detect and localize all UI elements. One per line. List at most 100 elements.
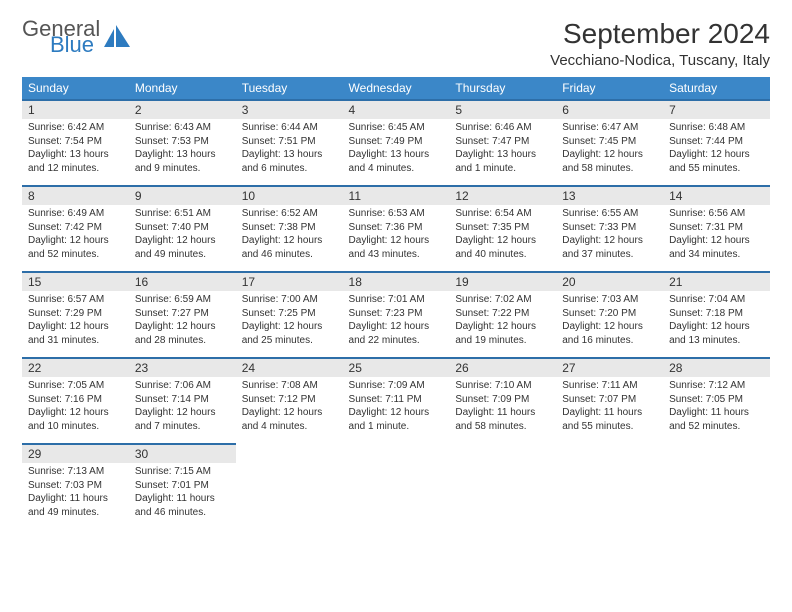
- day-sunset: Sunset: 7:54 PM: [28, 135, 123, 149]
- day-sunset: Sunset: 7:45 PM: [562, 135, 657, 149]
- day-d1: Daylight: 12 hours: [135, 234, 230, 248]
- day-sunset: Sunset: 7:31 PM: [669, 221, 764, 235]
- calendar-week: 29Sunrise: 7:13 AMSunset: 7:03 PMDayligh…: [22, 443, 770, 529]
- day-d2: and 37 minutes.: [562, 248, 657, 262]
- day-number: 22: [22, 357, 129, 377]
- day-number: 13: [556, 185, 663, 205]
- day-number: 28: [663, 357, 770, 377]
- calendar-cell: 7Sunrise: 6:48 AMSunset: 7:44 PMDaylight…: [663, 99, 770, 185]
- day-d1: Daylight: 12 hours: [669, 320, 764, 334]
- day-d2: and 55 minutes.: [669, 162, 764, 176]
- day-d1: Daylight: 11 hours: [669, 406, 764, 420]
- day-d2: and 22 minutes.: [349, 334, 444, 348]
- header: General Blue September 2024 Vecchiano-No…: [22, 18, 770, 69]
- day-details: Sunrise: 6:44 AMSunset: 7:51 PMDaylight:…: [236, 121, 343, 179]
- calendar-cell: 14Sunrise: 6:56 AMSunset: 7:31 PMDayligh…: [663, 185, 770, 271]
- calendar-cell: 11Sunrise: 6:53 AMSunset: 7:36 PMDayligh…: [343, 185, 450, 271]
- day-number: 1: [22, 99, 129, 119]
- calendar-cell: 22Sunrise: 7:05 AMSunset: 7:16 PMDayligh…: [22, 357, 129, 443]
- day-d1: Daylight: 12 hours: [455, 320, 550, 334]
- day-sunrise: Sunrise: 7:06 AM: [135, 379, 230, 393]
- day-d2: and 46 minutes.: [242, 248, 337, 262]
- day-number: 17: [236, 271, 343, 291]
- day-d2: and 25 minutes.: [242, 334, 337, 348]
- day-sunset: Sunset: 7:29 PM: [28, 307, 123, 321]
- day-sunrise: Sunrise: 6:57 AM: [28, 293, 123, 307]
- day-d2: and 4 minutes.: [349, 162, 444, 176]
- day-details: Sunrise: 6:51 AMSunset: 7:40 PMDaylight:…: [129, 207, 236, 265]
- day-d1: Daylight: 12 hours: [242, 406, 337, 420]
- day-sunset: Sunset: 7:05 PM: [669, 393, 764, 407]
- day-sunrise: Sunrise: 6:52 AM: [242, 207, 337, 221]
- day-sunrise: Sunrise: 6:55 AM: [562, 207, 657, 221]
- day-sunset: Sunset: 7:35 PM: [455, 221, 550, 235]
- logo: General Blue: [22, 18, 132, 56]
- day-d2: and 16 minutes.: [562, 334, 657, 348]
- day-number: 24: [236, 357, 343, 377]
- calendar-cell: 28Sunrise: 7:12 AMSunset: 7:05 PMDayligh…: [663, 357, 770, 443]
- day-d2: and 43 minutes.: [349, 248, 444, 262]
- day-sunset: Sunset: 7:25 PM: [242, 307, 337, 321]
- day-details: Sunrise: 6:43 AMSunset: 7:53 PMDaylight:…: [129, 121, 236, 179]
- day-details: Sunrise: 6:52 AMSunset: 7:38 PMDaylight:…: [236, 207, 343, 265]
- day-number: 16: [129, 271, 236, 291]
- day-d2: and 9 minutes.: [135, 162, 230, 176]
- day-d2: and 6 minutes.: [242, 162, 337, 176]
- day-sunrise: Sunrise: 6:47 AM: [562, 121, 657, 135]
- day-d1: Daylight: 13 hours: [135, 148, 230, 162]
- logo-sail-icon: [104, 25, 132, 51]
- day-sunset: Sunset: 7:44 PM: [669, 135, 764, 149]
- logo-text: General Blue: [22, 18, 100, 56]
- calendar-cell: [556, 443, 663, 529]
- calendar-cell: 5Sunrise: 6:46 AMSunset: 7:47 PMDaylight…: [449, 99, 556, 185]
- day-d1: Daylight: 12 hours: [455, 234, 550, 248]
- day-sunrise: Sunrise: 6:42 AM: [28, 121, 123, 135]
- day-d1: Daylight: 12 hours: [135, 320, 230, 334]
- day-details: Sunrise: 6:55 AMSunset: 7:33 PMDaylight:…: [556, 207, 663, 265]
- day-number: 6: [556, 99, 663, 119]
- day-sunrise: Sunrise: 6:44 AM: [242, 121, 337, 135]
- day-d1: Daylight: 12 hours: [669, 234, 764, 248]
- day-details: Sunrise: 7:11 AMSunset: 7:07 PMDaylight:…: [556, 379, 663, 437]
- day-details: Sunrise: 6:46 AMSunset: 7:47 PMDaylight:…: [449, 121, 556, 179]
- day-d1: Daylight: 12 hours: [349, 320, 444, 334]
- day-sunrise: Sunrise: 7:11 AM: [562, 379, 657, 393]
- day-sunset: Sunset: 7:47 PM: [455, 135, 550, 149]
- day-details: Sunrise: 6:42 AMSunset: 7:54 PMDaylight:…: [22, 121, 129, 179]
- day-d2: and 31 minutes.: [28, 334, 123, 348]
- day-sunrise: Sunrise: 6:56 AM: [669, 207, 764, 221]
- day-details: Sunrise: 7:00 AMSunset: 7:25 PMDaylight:…: [236, 293, 343, 351]
- day-d1: Daylight: 11 hours: [28, 492, 123, 506]
- day-d2: and 40 minutes.: [455, 248, 550, 262]
- calendar-cell: 10Sunrise: 6:52 AMSunset: 7:38 PMDayligh…: [236, 185, 343, 271]
- weekday-header: Friday: [556, 77, 663, 99]
- day-sunrise: Sunrise: 6:46 AM: [455, 121, 550, 135]
- day-details: Sunrise: 7:04 AMSunset: 7:18 PMDaylight:…: [663, 293, 770, 351]
- day-sunrise: Sunrise: 6:51 AM: [135, 207, 230, 221]
- day-number: 21: [663, 271, 770, 291]
- day-d2: and 4 minutes.: [242, 420, 337, 434]
- weekday-header: Tuesday: [236, 77, 343, 99]
- calendar-cell: 25Sunrise: 7:09 AMSunset: 7:11 PMDayligh…: [343, 357, 450, 443]
- day-number: 8: [22, 185, 129, 205]
- day-d1: Daylight: 12 hours: [562, 234, 657, 248]
- day-sunrise: Sunrise: 6:59 AM: [135, 293, 230, 307]
- day-sunrise: Sunrise: 6:43 AM: [135, 121, 230, 135]
- calendar-cell: 6Sunrise: 6:47 AMSunset: 7:45 PMDaylight…: [556, 99, 663, 185]
- day-sunrise: Sunrise: 7:13 AM: [28, 465, 123, 479]
- day-d2: and 19 minutes.: [455, 334, 550, 348]
- day-sunrise: Sunrise: 6:48 AM: [669, 121, 764, 135]
- calendar-header: SundayMondayTuesdayWednesdayThursdayFrid…: [22, 77, 770, 99]
- day-number: 12: [449, 185, 556, 205]
- day-d1: Daylight: 12 hours: [562, 320, 657, 334]
- day-details: Sunrise: 7:08 AMSunset: 7:12 PMDaylight:…: [236, 379, 343, 437]
- day-details: Sunrise: 7:10 AMSunset: 7:09 PMDaylight:…: [449, 379, 556, 437]
- day-number: 7: [663, 99, 770, 119]
- day-details: Sunrise: 6:45 AMSunset: 7:49 PMDaylight:…: [343, 121, 450, 179]
- calendar-week: 22Sunrise: 7:05 AMSunset: 7:16 PMDayligh…: [22, 357, 770, 443]
- day-sunrise: Sunrise: 7:04 AM: [669, 293, 764, 307]
- calendar-cell: 30Sunrise: 7:15 AMSunset: 7:01 PMDayligh…: [129, 443, 236, 529]
- day-number: 29: [22, 443, 129, 463]
- day-d1: Daylight: 12 hours: [28, 234, 123, 248]
- day-d1: Daylight: 11 hours: [455, 406, 550, 420]
